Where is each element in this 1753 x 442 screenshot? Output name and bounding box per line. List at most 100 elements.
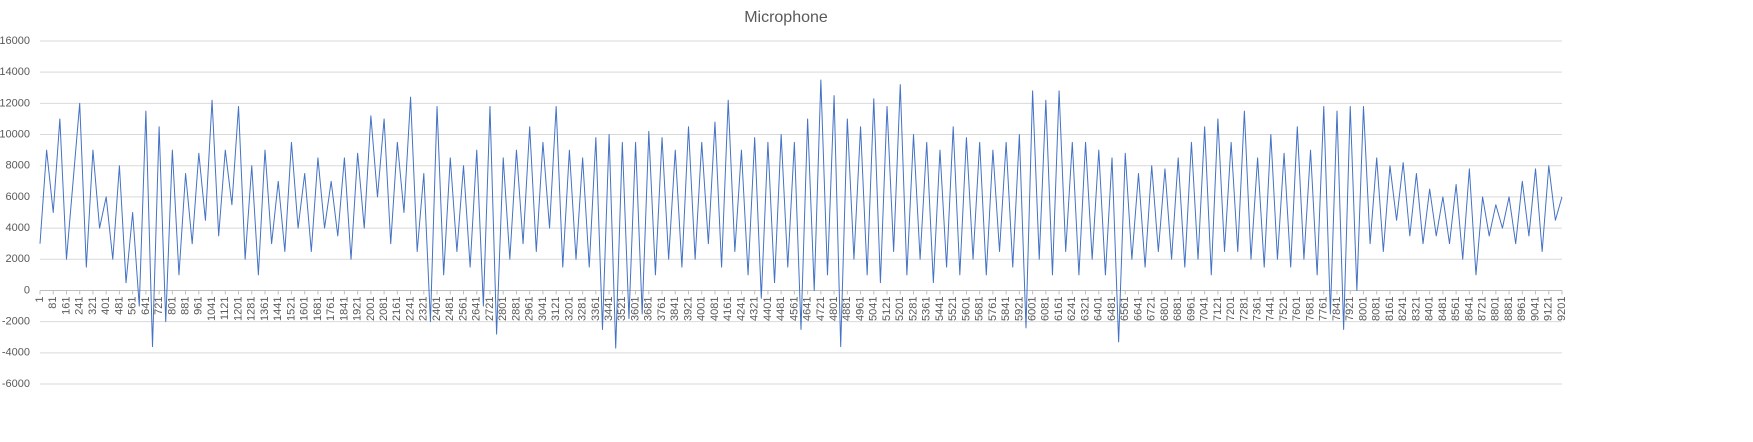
labels: -6000-4000-20000200040006000800010000120…	[0, 35, 1568, 390]
x-tick-label: 5521	[947, 296, 959, 320]
y-tick-label: -6000	[2, 378, 30, 390]
x-tick-label: 6241	[1066, 296, 1078, 320]
x-tick-label: 6641	[1132, 296, 1144, 320]
x-tick-label: 7601	[1291, 296, 1303, 320]
x-tick-label: 1041	[206, 296, 218, 320]
x-tick-label: 7041	[1199, 296, 1211, 320]
y-tick-label: 0	[24, 284, 30, 296]
x-tick-label: 5761	[987, 296, 999, 320]
x-tick-label: 5441	[934, 296, 946, 320]
x-tick-label: 7201	[1225, 296, 1237, 320]
x-tick-label: 5041	[868, 296, 880, 320]
x-tick-label: 161	[60, 296, 72, 314]
x-tick-label: 5681	[974, 296, 986, 320]
y-tick-label: 8000	[6, 160, 30, 172]
x-tick-label: 321	[87, 296, 99, 314]
x-tick-label: 3521	[616, 296, 628, 320]
x-tick-label: 481	[113, 296, 125, 314]
x-tick-label: 5841	[1000, 296, 1012, 320]
x-tick-label: 7841	[1331, 296, 1343, 320]
plot	[39, 79, 1563, 349]
x-tick-label: 2321	[418, 296, 430, 320]
x-tick-label: 1281	[246, 296, 258, 320]
x-tick-label: 561	[127, 296, 139, 314]
x-tick-label: 1441	[272, 296, 284, 320]
x-tick-label: 641	[140, 296, 152, 314]
grid	[39, 40, 1563, 385]
x-tick-label: 3361	[590, 296, 602, 320]
x-tick-label: 2401	[431, 296, 443, 320]
x-tick-label: 5281	[907, 296, 919, 320]
x-tick-label: 6801	[1159, 296, 1171, 320]
x-tick-label: 5201	[894, 296, 906, 320]
x-tick-label: 6081	[1040, 296, 1052, 320]
x-tick-label: 9121	[1543, 296, 1555, 320]
x-tick-label: 3441	[603, 296, 615, 320]
x-tick-label: 3121	[550, 296, 562, 320]
x-tick-label: 2641	[471, 296, 483, 320]
y-tick-label: 4000	[6, 222, 30, 234]
x-tick-label: 5361	[921, 296, 933, 320]
x-tick-label: 8881	[1503, 296, 1515, 320]
y-tick-label: 10000	[0, 128, 30, 140]
x-tick-label: 6001	[1027, 296, 1039, 320]
y-tick-label: 16000	[0, 35, 30, 47]
x-tick-label: 6401	[1093, 296, 1105, 320]
x-tick-label: 401	[100, 296, 112, 314]
x-tick-label: 81	[47, 296, 59, 308]
x-tick-label: 1761	[325, 296, 337, 320]
x-tick-label: 7121	[1212, 296, 1224, 320]
x-tick-label: 3281	[577, 296, 589, 320]
x-tick-label: 2081	[378, 296, 390, 320]
x-tick-label: 4081	[709, 296, 721, 320]
x-tick-label: 2561	[457, 296, 469, 320]
x-tick-label: 8641	[1463, 296, 1475, 320]
x-tick-label: 3201	[563, 296, 575, 320]
x-tick-label: 3601	[629, 296, 641, 320]
x-tick-label: 8081	[1371, 296, 1383, 320]
x-tick-label: 2001	[365, 296, 377, 320]
x-tick-label: 4161	[722, 296, 734, 320]
x-tick-label: 7761	[1318, 296, 1330, 320]
x-tick-label: 1841	[338, 296, 350, 320]
x-tick-label: 4801	[828, 296, 840, 320]
x-tick-label: 2721	[484, 296, 496, 320]
x-tick-label: 881	[179, 296, 191, 314]
x-tick-label: 5601	[960, 296, 972, 320]
x-tick-label: 2481	[444, 296, 456, 320]
x-tick-label: 1361	[259, 296, 271, 320]
x-tick-label: 7361	[1252, 296, 1264, 320]
x-tick-label: 3761	[656, 296, 668, 320]
x-tick-label: 2241	[404, 296, 416, 320]
chart-title: Microphone	[744, 9, 828, 26]
y-tick-label: -4000	[2, 347, 30, 359]
x-tick-label: 8241	[1397, 296, 1409, 320]
x-tick-label: 8321	[1410, 296, 1422, 320]
x-tick-label: 8801	[1490, 296, 1502, 320]
x-tick-label: 2961	[524, 296, 536, 320]
x-tick-label: 8561	[1450, 296, 1462, 320]
x-tick-label: 4241	[735, 296, 747, 320]
x-tick-label: 5121	[881, 296, 893, 320]
x-tick-label: 7521	[1278, 296, 1290, 320]
x-tick-label: 5921	[1013, 296, 1025, 320]
x-tick-label: 4401	[762, 296, 774, 320]
x-tick-label: 7281	[1238, 296, 1250, 320]
x-tick-label: 3041	[537, 296, 549, 320]
x-tick-label: 8161	[1384, 296, 1396, 320]
y-tick-label: 2000	[6, 253, 30, 265]
x-tick-label: 3681	[643, 296, 655, 320]
x-tick-label: 3841	[669, 296, 681, 320]
x-tick-label: 6161	[1053, 296, 1065, 320]
x-tick-label: 3921	[682, 296, 694, 320]
x-tick-label: 6481	[1106, 296, 1118, 320]
x-tick-label: 8001	[1357, 296, 1369, 320]
x-tick-label: 2881	[510, 296, 522, 320]
x-tick-label: 961	[193, 296, 205, 314]
x-tick-label: 6881	[1172, 296, 1184, 320]
y-tick-label: -2000	[2, 316, 30, 328]
x-tick-label: 1681	[312, 296, 324, 320]
